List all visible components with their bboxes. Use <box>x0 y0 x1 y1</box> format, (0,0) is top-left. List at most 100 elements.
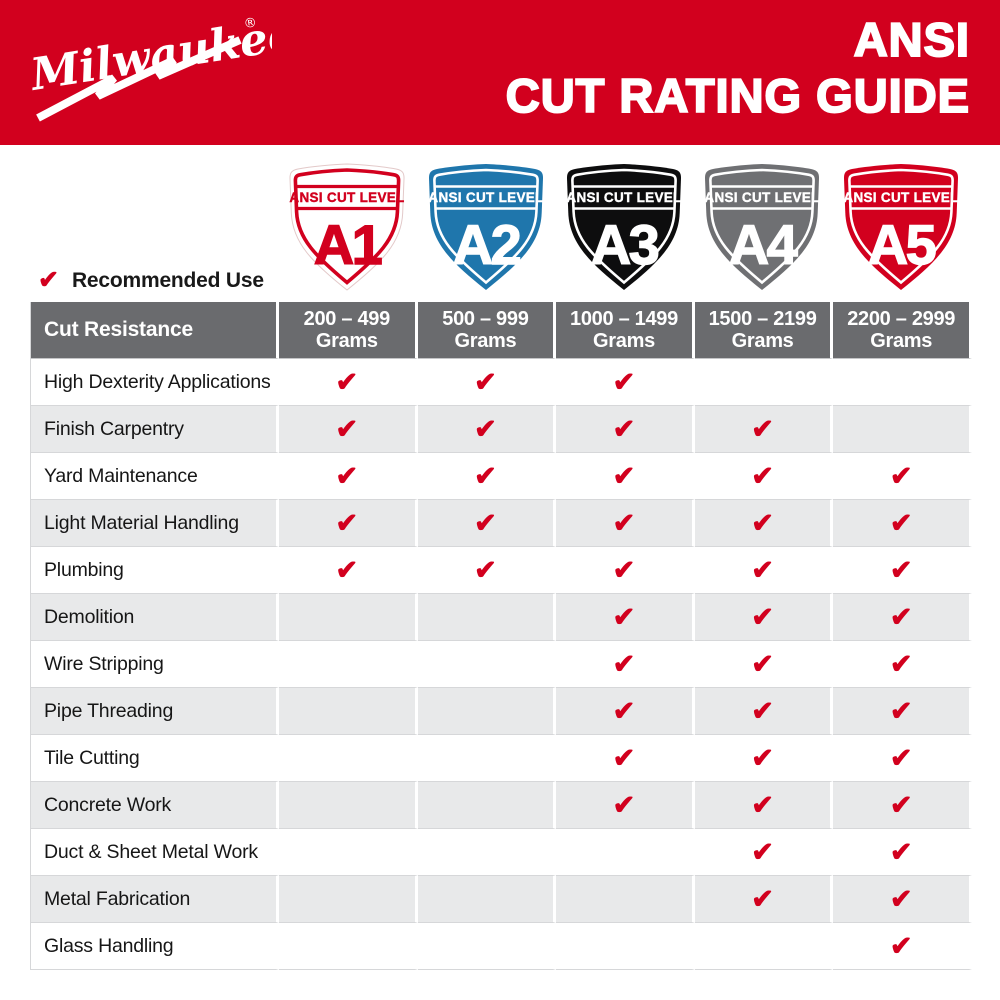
check-cell: ✔ <box>694 594 834 641</box>
check-cell: ✔ <box>279 359 418 406</box>
check-cell <box>279 641 418 688</box>
column-header-a1: 200 – 499 Grams <box>279 302 418 359</box>
legend-label: Recommended Use <box>71 268 264 292</box>
column-header-a4: 1500 – 2199 Grams <box>694 302 834 359</box>
check-cell: ✔ <box>833 453 972 500</box>
check-icon: ✔ <box>612 413 636 444</box>
check-icon: ✔ <box>612 366 636 397</box>
column-header-a5: 2200 – 2999 Grams <box>833 302 972 359</box>
shield-band-label: ANSI CUT LEVEL <box>566 190 681 205</box>
grams-unit: Grams <box>454 330 517 352</box>
check-cell: ✔ <box>279 547 418 594</box>
check-cell: ✔ <box>279 453 418 500</box>
corner-header: Cut Resistance <box>31 302 279 359</box>
check-cell <box>417 923 557 970</box>
check-cell <box>694 923 834 970</box>
check-cell: ✔ <box>694 829 834 876</box>
check-icon: ✔ <box>474 460 497 491</box>
check-cell <box>279 876 418 923</box>
check-cell: ✔ <box>417 453 557 500</box>
check-cell <box>279 735 418 782</box>
check-icon: ✔ <box>474 507 497 538</box>
column-header-a2: 500 – 999 Grams <box>417 302 557 359</box>
row-label: High Dexterity Applications <box>31 359 279 406</box>
check-icon: ✔ <box>751 601 774 632</box>
row-label: Concrete Work <box>31 782 279 829</box>
check-cell: ✔ <box>833 500 972 547</box>
row-label: Wire Stripping <box>31 641 279 688</box>
check-cell: ✔ <box>556 547 695 594</box>
grams-unit: Grams <box>315 330 378 352</box>
check-cell <box>279 688 418 735</box>
check-icon: ✔ <box>38 266 59 294</box>
check-cell <box>417 594 557 641</box>
check-cell <box>833 359 972 406</box>
shield-level: A2 <box>452 213 519 276</box>
check-cell: ✔ <box>417 547 557 594</box>
row-label: Pipe Threading <box>31 688 279 735</box>
check-cell: ✔ <box>833 735 972 782</box>
grams-range: 1000 – 1499 <box>570 308 678 330</box>
check-icon: ✔ <box>889 742 913 773</box>
row-label: Plumbing <box>31 547 279 594</box>
check-cell: ✔ <box>694 876 834 923</box>
check-cell: ✔ <box>694 735 834 782</box>
ratings-table: Cut Resistance 200 – 499 Grams 500 – 999… <box>30 302 972 970</box>
check-icon: ✔ <box>889 460 913 491</box>
check-cell: ✔ <box>556 735 695 782</box>
check-icon: ✔ <box>612 460 636 491</box>
grams-unit: Grams <box>870 330 933 352</box>
check-cell <box>279 594 418 641</box>
grams-unit: Grams <box>593 330 655 352</box>
check-icon: ✔ <box>612 507 636 538</box>
shield-level: A5 <box>867 213 935 276</box>
check-cell <box>556 923 695 970</box>
check-cell: ✔ <box>694 453 834 500</box>
check-icon: ✔ <box>889 836 913 867</box>
legend: ✔ Recommended Use <box>38 268 264 293</box>
check-cell <box>556 876 695 923</box>
check-icon: ✔ <box>335 554 359 585</box>
check-icon: ✔ <box>612 601 636 632</box>
check-icon: ✔ <box>889 695 913 726</box>
header-banner: Milwaukee ® ANSI CUT RATING GUIDE <box>0 0 1000 145</box>
check-cell: ✔ <box>417 359 557 406</box>
check-cell <box>417 829 557 876</box>
row-label: Yard Maintenance <box>31 453 279 500</box>
check-icon: ✔ <box>335 413 359 444</box>
check-cell: ✔ <box>556 453 695 500</box>
check-icon: ✔ <box>751 648 774 679</box>
check-cell: ✔ <box>417 500 557 547</box>
check-cell: ✔ <box>556 500 695 547</box>
check-icon: ✔ <box>889 554 913 585</box>
title-line-1: ANSI <box>853 12 970 67</box>
check-cell <box>694 359 834 406</box>
grams-range: 500 – 999 <box>442 308 529 330</box>
shield-band-label: ANSI CUT LEVEL <box>705 190 820 205</box>
cut-level-shields: ANSI CUT LEVEL A1 ANSI CUT LEVEL A2 ANSI… <box>278 161 970 293</box>
check-icon: ✔ <box>751 742 774 773</box>
check-icon: ✔ <box>612 742 636 773</box>
check-icon: ✔ <box>751 460 774 491</box>
check-icon: ✔ <box>751 789 774 820</box>
shield-a5: ANSI CUT LEVEL A5 <box>832 161 970 293</box>
check-icon: ✔ <box>751 883 774 914</box>
check-icon: ✔ <box>474 366 497 397</box>
check-icon: ✔ <box>889 601 913 632</box>
check-cell <box>417 641 557 688</box>
check-icon: ✔ <box>612 789 636 820</box>
shield-level: A3 <box>591 213 659 276</box>
check-cell <box>417 782 557 829</box>
check-cell <box>417 876 557 923</box>
check-cell <box>279 829 418 876</box>
shield-band-label: ANSI CUT LEVEL <box>428 190 543 205</box>
grams-unit: Grams <box>731 330 794 352</box>
check-icon: ✔ <box>474 413 497 444</box>
check-cell: ✔ <box>694 782 834 829</box>
shield-level: A1 <box>314 213 382 276</box>
check-icon: ✔ <box>889 507 913 538</box>
check-cell: ✔ <box>694 547 834 594</box>
shield-level: A4 <box>729 213 798 276</box>
check-cell <box>417 735 557 782</box>
